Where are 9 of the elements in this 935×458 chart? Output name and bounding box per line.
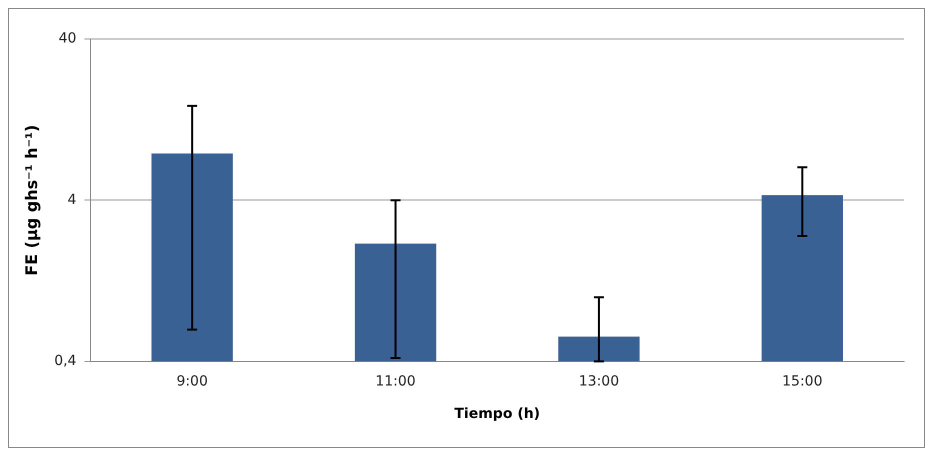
y-tick-label: 40 [58, 30, 76, 47]
y-tick-label: 4 [68, 192, 77, 208]
x-axis-title: Tiempo (h) [454, 406, 540, 422]
x-tick-label: 11:00 [375, 373, 416, 390]
x-tick-label: 13:00 [578, 373, 620, 390]
x-tick-label: 9:00 [176, 373, 208, 390]
y-axis-title: FE (µg ghs⁻¹ h⁻¹) [22, 124, 41, 276]
y-tick-label: 0,4 [54, 353, 77, 370]
x-tick-label: 15:00 [782, 373, 822, 390]
